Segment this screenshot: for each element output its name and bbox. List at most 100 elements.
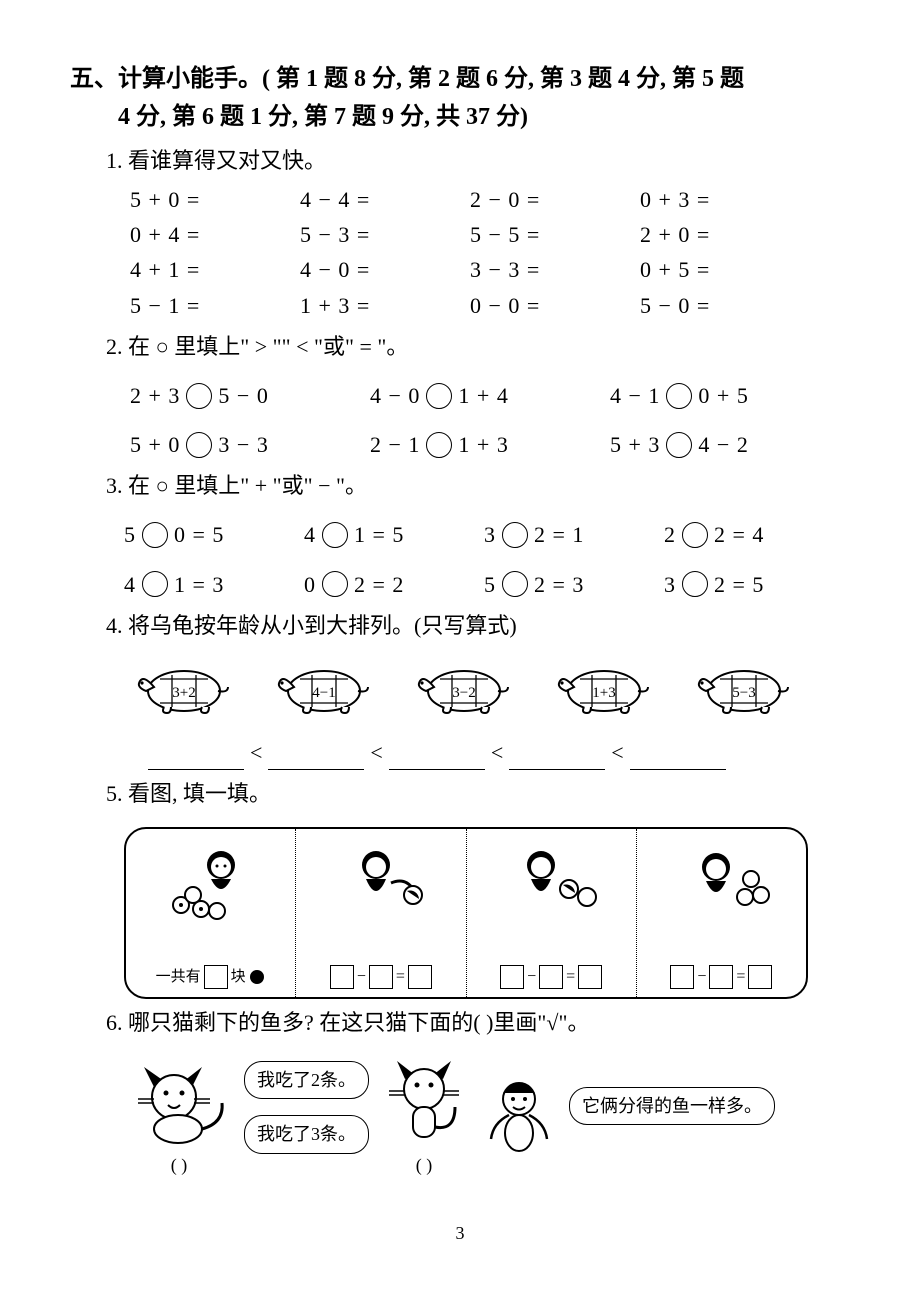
op-circle[interactable] [682,571,708,597]
q1-cell: 5 − 5 = [470,217,640,252]
rhs: 5 − 0 [218,378,268,413]
rhs: 2 = 1 [534,517,584,552]
answer-box[interactable] [670,965,694,989]
girl-with-cookies-icon [151,839,271,925]
q3-cell: 41 = 3 [124,567,304,602]
q5-eq: − = [669,964,773,990]
answer-box[interactable] [748,965,772,989]
q2-row: 5 + 03 − 3 2 − 11 + 3 5 + 34 − 2 [130,427,850,462]
q2-cell: 4 − 10 + 5 [610,378,850,413]
q1-cell: 5 − 1 = [130,288,300,323]
op-circle[interactable] [682,522,708,548]
turtle-icon: 3−2 [404,657,514,717]
blank-line[interactable] [630,749,726,770]
rhs: 0 + 5 [698,378,748,413]
q1-cell: 0 + 3 = [640,182,810,217]
compare-circle[interactable] [666,383,692,409]
paren-2[interactable]: ( ) [416,1151,433,1180]
cat-2: ( ) [379,1057,469,1180]
section-heading-line2: 4 分, 第 6 题 1 分, 第 7 题 9 分, 共 37 分) [118,98,850,136]
answer-box[interactable] [408,965,432,989]
blank-line[interactable] [268,749,364,770]
blank-line[interactable] [389,749,485,770]
q3-cell: 3 2 = 5 [664,567,844,602]
blank-line[interactable] [509,749,605,770]
q3-cell: 52 = 3 [484,567,664,602]
compare-circle[interactable] [186,383,212,409]
q1-cell: 4 − 4 = [300,182,470,217]
q5-panels: 一共有 块 − = [124,827,808,999]
rhs: 2 = 5 [714,567,764,602]
q1-cell: 5 − 3 = [300,217,470,252]
op-circle[interactable] [502,571,528,597]
q5-panel-1: 一共有 块 [126,829,296,997]
q1-cell: 5 + 0 = [130,182,300,217]
lhs: 4 − 0 [370,378,420,413]
q6-row: ( ) 我吃了2条。 我吃了3条。 ( ) [124,1057,850,1180]
rhs: 2 = 3 [534,567,584,602]
answer-box[interactable] [330,965,354,989]
lhs: 3 [484,517,496,552]
question-6: 6. 哪只猫剩下的鱼多? 在这只猫下面的( )里画"√"。 ( ) 我吃了2条。… [106,1005,850,1179]
op-circle[interactable] [322,571,348,597]
speech-bubble-2: 我吃了3条。 [244,1115,369,1154]
question-1: 1. 看谁算得又对又快。 5 + 0 = 4 − 4 = 2 − 0 = 0 +… [106,143,850,323]
answer-box[interactable] [369,965,393,989]
q3-row: 50 = 5 41 = 5 32 = 1 22 = 4 [124,517,850,552]
compare-circle[interactable] [186,432,212,458]
q2-cell: 2 − 11 + 3 [370,427,610,462]
q1-row: 5 − 1 = 1 + 3 = 0 − 0 = 5 − 0 = [130,288,850,323]
lhs: 5 [124,517,136,552]
op-circle[interactable] [142,522,168,548]
q5-eq: − = [329,964,433,990]
rhs: 2 = 2 [354,567,404,602]
turtle-row: 3+2 4−1 3− [124,657,850,717]
op-circle[interactable] [142,571,168,597]
paren-1[interactable]: ( ) [171,1151,188,1180]
rhs: 1 + 3 [458,427,508,462]
page-number: 3 [70,1219,850,1248]
question-4: 4. 将乌龟按年龄从小到大排列。(只写算式) 3+2 [106,608,850,770]
rhs: 4 − 2 [698,427,748,462]
cat-1: ( ) [124,1057,234,1180]
answer-box[interactable] [539,965,563,989]
blank-line[interactable] [148,749,244,770]
turtle-icon: 3+2 [124,657,234,717]
q4-title: 4. 将乌龟按年龄从小到大排列。(只写算式) [106,608,850,643]
rhs: 1 = 5 [354,517,404,552]
answer-box[interactable] [204,965,228,989]
speech-bubble-1: 我吃了2条。 [244,1061,369,1100]
section-heading: 五、计算小能手。( 第 1 题 8 分, 第 2 题 6 分, 第 3 题 4 … [70,60,850,137]
cat-icon [379,1057,469,1147]
q3-title: 3. 在 ○ 里填上" + "或" − "。 [106,468,850,503]
op-circle[interactable] [322,522,348,548]
answer-box[interactable] [578,965,602,989]
lhs: 4 [304,517,316,552]
op-circle[interactable] [502,522,528,548]
turtle-label: 5−3 [732,685,755,701]
eating-icon [661,839,781,925]
q1-row: 0 + 4 = 5 − 3 = 5 − 5 = 2 + 0 = [130,217,850,252]
turtle-label: 3+2 [172,685,195,701]
q1-cell: 0 − 0 = [470,288,640,323]
bubble-col: 我吃了2条。 我吃了3条。 [244,1061,369,1155]
q3-cell: 3 2 = 1 [484,517,664,552]
turtle-icon: 1+3 [544,657,654,717]
cat-icon [124,1057,234,1147]
compare-circle[interactable] [666,432,692,458]
answer-box[interactable] [709,965,733,989]
rhs: 3 − 3 [218,427,268,462]
q1-cell: 3 − 3 = [470,252,640,287]
bubble-3-wrap: 它俩分得的鱼一样多。 [569,1087,775,1126]
q5-first-eq: 一共有 块 [156,965,266,989]
q1-row: 4 + 1 = 4 − 0 = 3 − 3 = 0 + 5 = [130,252,850,287]
lhs: 3 [664,567,676,602]
q1-cell: 0 + 5 = [640,252,810,287]
question-2: 2. 在 ○ 里填上" > "" < "或" = "。 2 + 35 − 0 4… [106,329,850,463]
q5-eq: − = [499,964,603,990]
rhs: 1 + 4 [458,378,508,413]
turtle-icon: 5−3 [684,657,794,717]
compare-circle[interactable] [426,432,452,458]
answer-box[interactable] [500,965,524,989]
compare-circle[interactable] [426,383,452,409]
